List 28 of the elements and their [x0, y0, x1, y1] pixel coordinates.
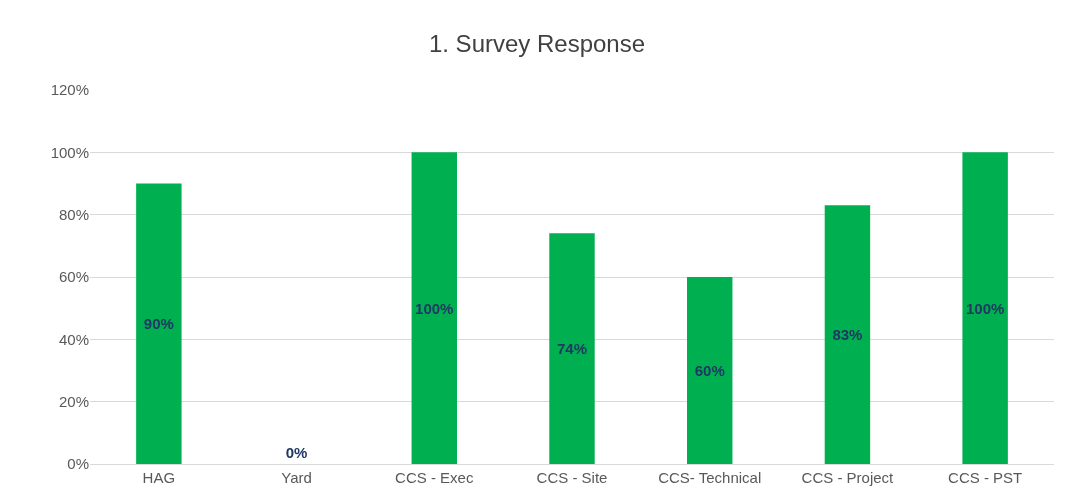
data-label: 74%	[556, 340, 588, 358]
y-tick-label: 80%	[58, 205, 89, 223]
y-tick-label: 60%	[58, 268, 89, 286]
bar	[549, 233, 595, 464]
y-tick-label: 100%	[50, 143, 89, 161]
data-label: 100%	[965, 299, 1005, 317]
data-label: 100%	[415, 299, 454, 317]
y-tick-label: 40%	[58, 330, 89, 348]
x-tick-label: CCS- Technical	[658, 469, 762, 486]
data-label: 90%	[143, 315, 174, 333]
x-tick-label: CCS - Exec	[395, 469, 474, 486]
data-label: 0%	[285, 444, 308, 461]
y-tick-label: 20%	[58, 392, 89, 410]
bar	[824, 205, 871, 464]
x-tick-label: CCS - Project	[801, 469, 895, 486]
x-tick-label: CCS - PST	[948, 469, 1023, 486]
bar	[136, 183, 182, 464]
data-label: 60%	[694, 362, 725, 379]
x-tick-label: HAG	[142, 469, 176, 486]
data-label: 83%	[832, 326, 863, 344]
y-tick-label: 0%	[67, 455, 89, 473]
y-tick-label: 120%	[50, 81, 89, 99]
x-tick-label: Yard	[281, 469, 312, 486]
bar	[962, 152, 1008, 464]
x-tick-label: CCS - Site	[536, 469, 608, 486]
bar	[686, 277, 733, 464]
bar	[411, 152, 458, 464]
chart-title: 1. Survey Response	[428, 30, 646, 58]
